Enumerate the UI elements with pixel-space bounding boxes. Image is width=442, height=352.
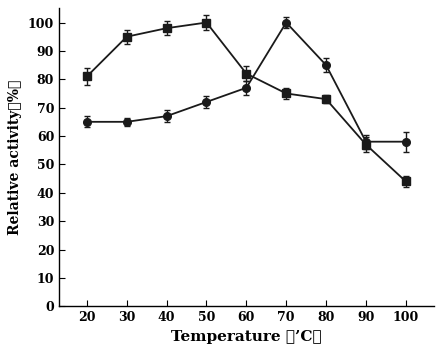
X-axis label: Temperature （’C）: Temperature （’C） bbox=[171, 330, 322, 344]
Y-axis label: Relative activity（%）: Relative activity（%） bbox=[8, 80, 23, 235]
